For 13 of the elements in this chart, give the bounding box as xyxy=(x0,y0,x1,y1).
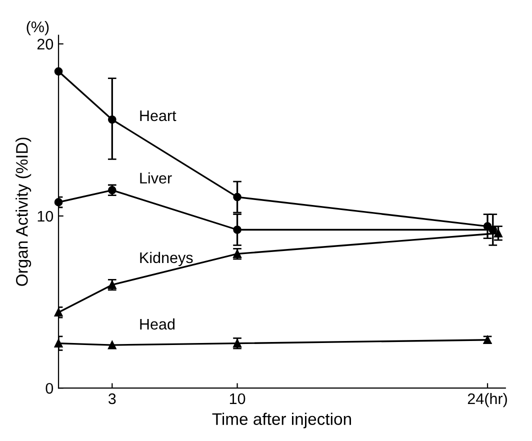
x-tick-label: 3 xyxy=(108,393,116,404)
text: (%) xyxy=(26,21,49,36)
y-tick-label: 20 xyxy=(37,38,54,50)
x-tick-label: 24(hr) xyxy=(468,392,507,408)
x-tick-label: 10 xyxy=(230,393,246,404)
y-tick-label: 10 xyxy=(38,210,54,222)
y-tick-label: 0 xyxy=(46,382,54,394)
series-label: Kidneys xyxy=(140,252,193,266)
series-label: Head xyxy=(140,318,174,330)
series-label: Liver xyxy=(140,172,172,184)
y-axis-title: Organ Activity (%ID) xyxy=(16,138,32,286)
series-label: Heart xyxy=(140,110,176,122)
x-axis-title: Time after injection xyxy=(212,412,351,428)
